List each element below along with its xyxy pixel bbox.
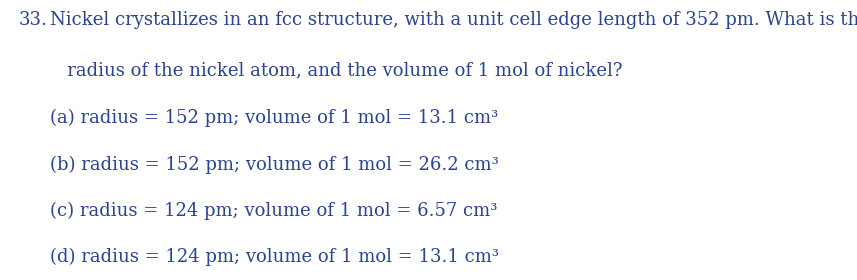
Text: 33.: 33. bbox=[19, 11, 48, 29]
Text: (b) radius = 152 pm; volume of 1 mol = 26.2 cm³: (b) radius = 152 pm; volume of 1 mol = 2… bbox=[50, 155, 499, 174]
Text: radius of the nickel atom, and the volume of 1 mol of nickel?: radius of the nickel atom, and the volum… bbox=[50, 62, 622, 80]
Text: (a) radius = 152 pm; volume of 1 mol = 13.1 cm³: (a) radius = 152 pm; volume of 1 mol = 1… bbox=[50, 109, 498, 127]
Text: Nickel crystallizes in an fcc structure, with a unit cell edge length of 352 pm.: Nickel crystallizes in an fcc structure,… bbox=[50, 11, 857, 29]
Text: (d) radius = 124 pm; volume of 1 mol = 13.1 cm³: (d) radius = 124 pm; volume of 1 mol = 1… bbox=[50, 248, 499, 266]
Text: (c) radius = 124 pm; volume of 1 mol = 6.57 cm³: (c) radius = 124 pm; volume of 1 mol = 6… bbox=[50, 202, 497, 220]
